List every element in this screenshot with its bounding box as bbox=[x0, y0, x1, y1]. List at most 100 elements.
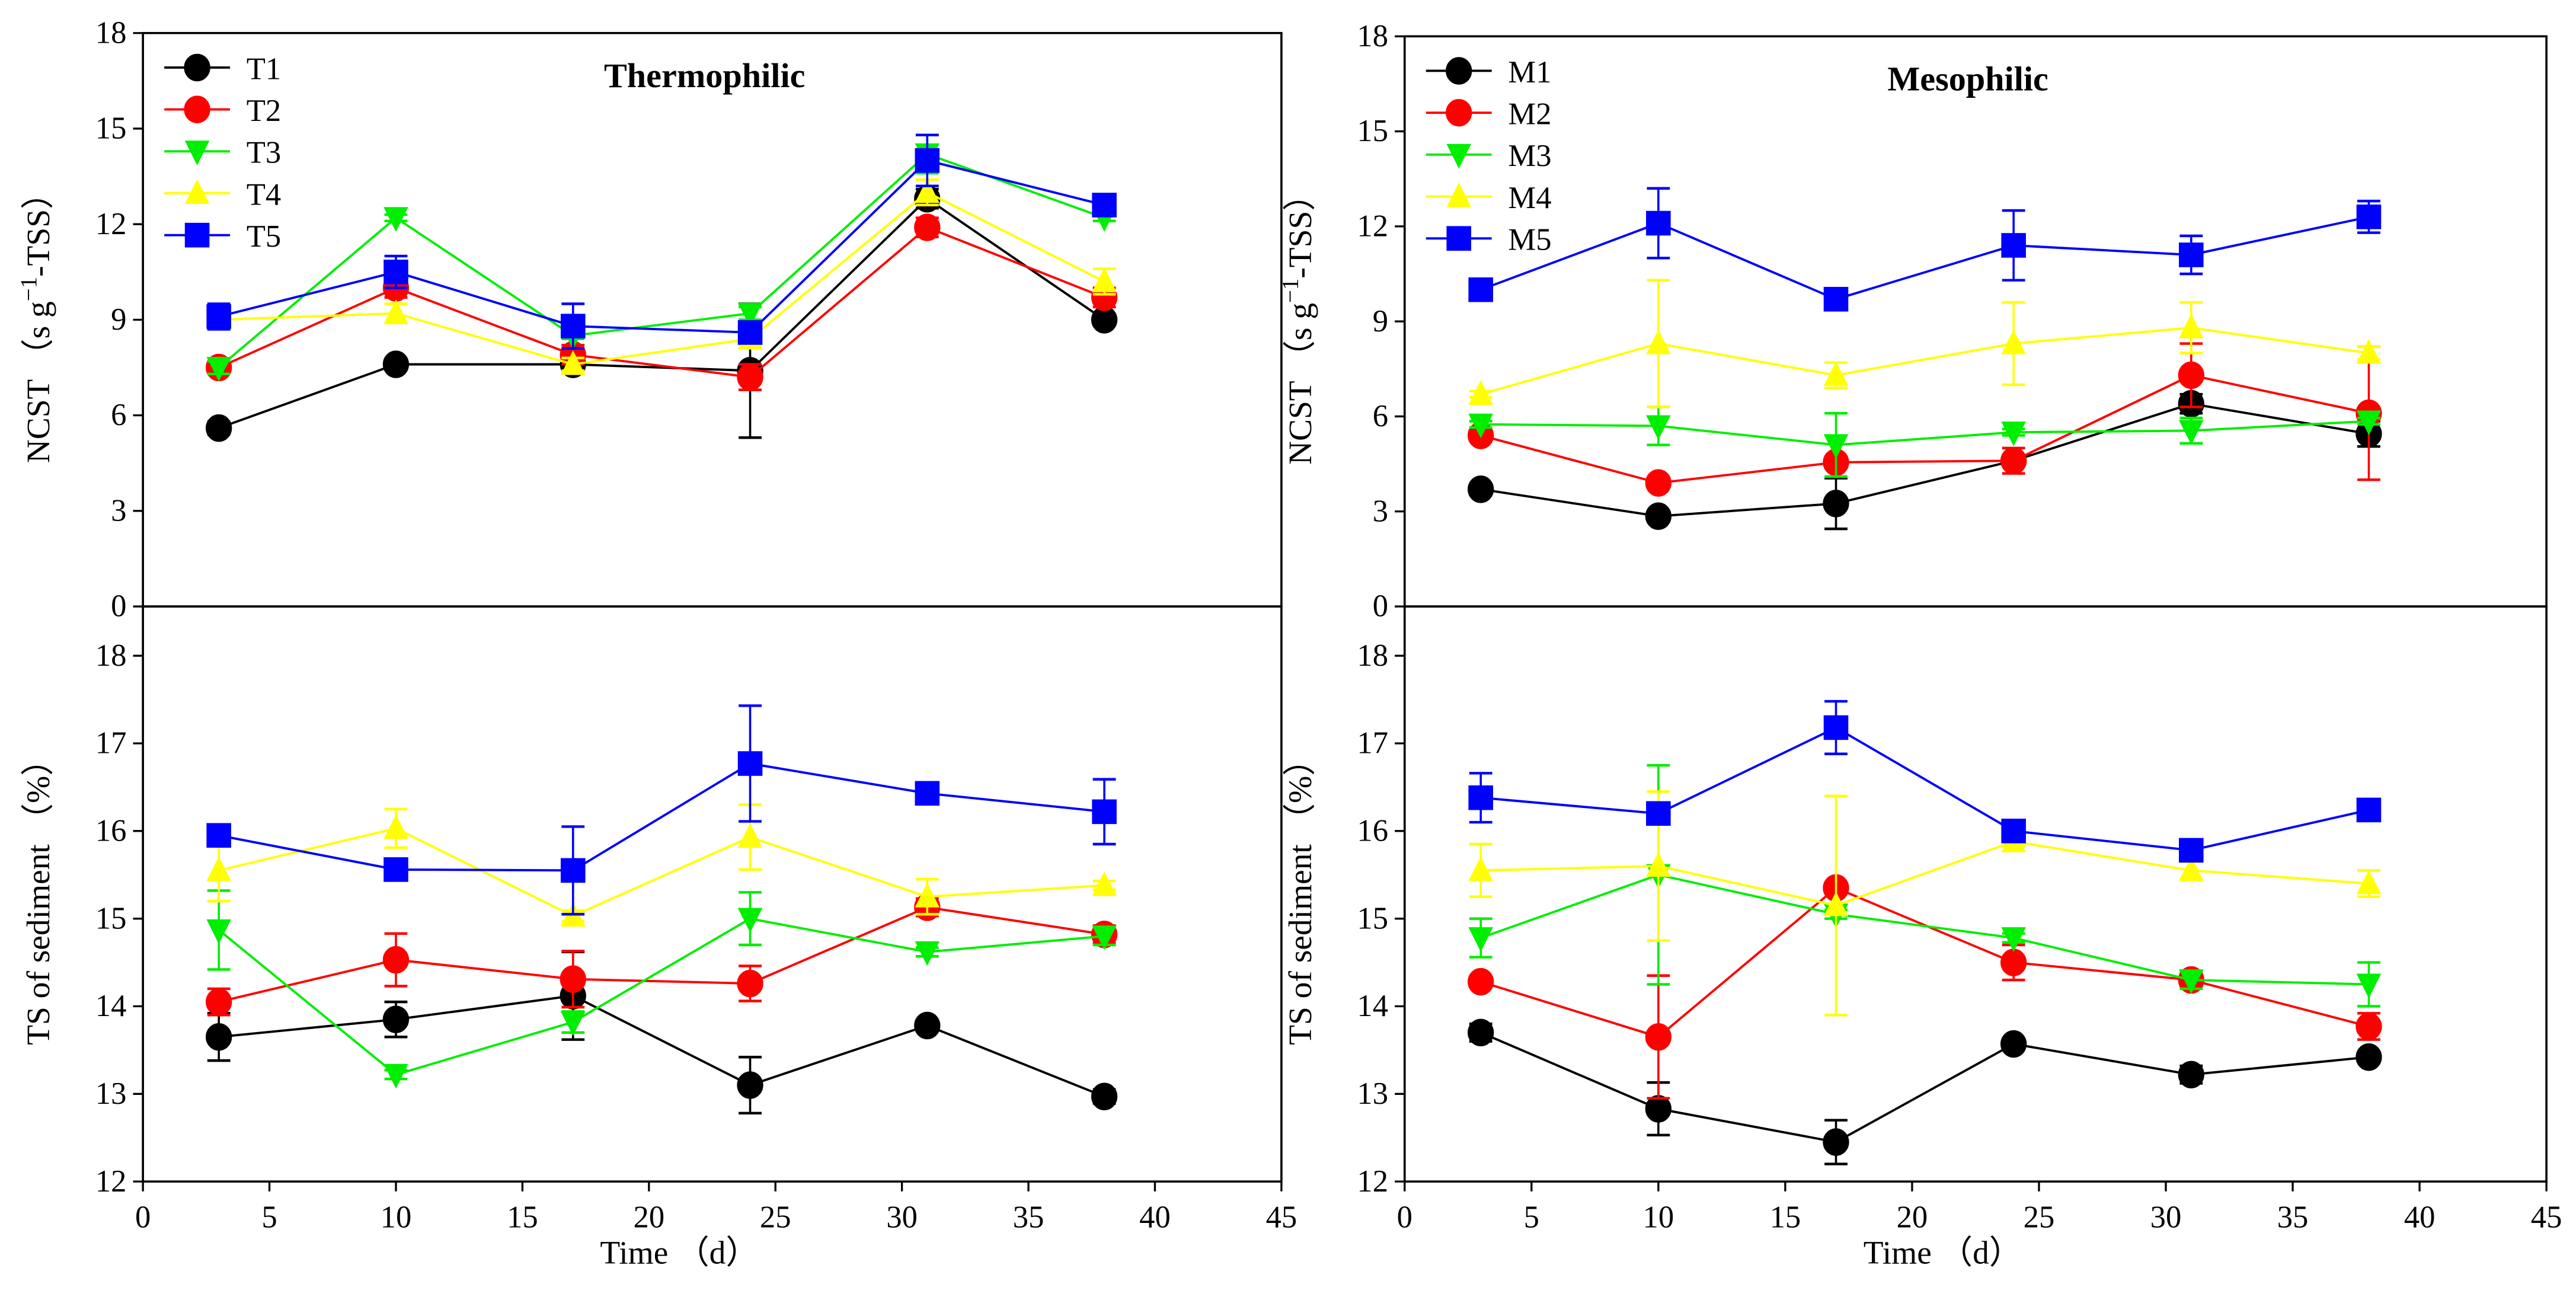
data-point bbox=[206, 414, 232, 442]
y-tick-label: 18 bbox=[1357, 638, 1388, 673]
data-point bbox=[2356, 869, 2382, 895]
y-tick-label: 13 bbox=[95, 1077, 127, 1111]
y-tick-label: 14 bbox=[1357, 989, 1388, 1023]
x-axis-label: Time （d） bbox=[1864, 1235, 2022, 1271]
data-point bbox=[2356, 1012, 2382, 1040]
data-point bbox=[1646, 330, 1671, 354]
data-point bbox=[1646, 210, 1671, 236]
plot-frame bbox=[1403, 605, 2548, 1183]
data-point bbox=[1092, 267, 1117, 292]
data-point bbox=[1092, 799, 1117, 825]
x-tick-label: 45 bbox=[1266, 1200, 1297, 1235]
data-point bbox=[2179, 314, 2204, 338]
y-axis-label: NCST （s g−1-TSS） bbox=[16, 177, 56, 464]
y-tick-label: 17 bbox=[1357, 726, 1388, 761]
data-point bbox=[1645, 502, 1672, 530]
panel-title: Thermophilic bbox=[604, 56, 805, 95]
data-point bbox=[1823, 434, 1849, 459]
series-T3 bbox=[206, 889, 1117, 1089]
panel-top-right: 0 3 6 9 12 15 18 NCST （s g−1-TSS） Mesophilic M1 M2… bbox=[1278, 19, 2548, 624]
y-tick-label: 18 bbox=[95, 15, 127, 50]
y-tick-label: 3 bbox=[111, 493, 126, 528]
y-tick-label: 15 bbox=[95, 901, 127, 935]
data-point bbox=[206, 856, 231, 881]
series-line bbox=[218, 994, 1105, 1098]
legend-item: T5 bbox=[164, 219, 281, 254]
series-line bbox=[1480, 1031, 2369, 1144]
x-tick-label: 40 bbox=[1139, 1200, 1171, 1235]
legend-label: M3 bbox=[1508, 139, 1551, 173]
data-point bbox=[560, 350, 586, 375]
data-point bbox=[2179, 242, 2204, 267]
data-point bbox=[915, 941, 940, 966]
data-point bbox=[1823, 286, 1849, 312]
data-point bbox=[1646, 852, 1671, 877]
data-point bbox=[383, 299, 408, 324]
series-T3 bbox=[206, 133, 1117, 382]
data-point bbox=[737, 908, 763, 933]
x-axis-label: Time （d） bbox=[600, 1235, 758, 1271]
series-M1 bbox=[1468, 389, 2382, 531]
y-tick-label: 12 bbox=[95, 207, 127, 241]
legend-marker bbox=[184, 95, 210, 123]
legend-label: M2 bbox=[1508, 97, 1551, 132]
data-point bbox=[2178, 361, 2204, 389]
y-tick-label: 15 bbox=[95, 111, 127, 146]
data-point bbox=[383, 259, 408, 285]
legend-item: M1 bbox=[1426, 55, 1552, 90]
data-point bbox=[1646, 801, 1671, 826]
y-tick-label: 0 bbox=[1373, 589, 1388, 624]
y-tick-label: 18 bbox=[95, 638, 127, 673]
x-tick-label: 10 bbox=[1643, 1200, 1674, 1235]
data-point bbox=[2356, 339, 2382, 364]
data-point bbox=[383, 207, 408, 232]
series-line bbox=[218, 827, 1105, 918]
series-line bbox=[218, 917, 1105, 1076]
y-label-suffix: -TSS） bbox=[20, 177, 56, 277]
data-point bbox=[560, 314, 586, 338]
x-tick-label: 35 bbox=[2277, 1200, 2309, 1235]
data-point bbox=[1823, 361, 1849, 387]
data-point bbox=[2179, 420, 2204, 445]
series-line bbox=[1481, 420, 2369, 446]
legend-marker bbox=[1446, 57, 1472, 85]
data-point bbox=[914, 213, 941, 241]
series-line bbox=[1480, 403, 2369, 518]
y-tick-label: 6 bbox=[1373, 399, 1388, 433]
legend-label: M5 bbox=[1508, 223, 1551, 257]
data-point bbox=[1645, 1023, 1672, 1051]
legend-marker bbox=[1446, 182, 1472, 207]
data-point bbox=[2000, 1030, 2027, 1058]
series-M4 bbox=[1468, 790, 2382, 1017]
data-point bbox=[737, 320, 763, 345]
data-point bbox=[206, 919, 231, 944]
panel-top-left: 0 3 6 9 12 15 18 NCST （s g−1-TSS） Thermophilic T1… bbox=[16, 15, 1283, 624]
series-T5 bbox=[206, 133, 1117, 350]
data-point bbox=[1468, 785, 1493, 810]
data-point bbox=[915, 178, 940, 203]
series-M5 bbox=[1468, 699, 2382, 863]
data-point bbox=[914, 1011, 941, 1040]
y-label-superscript: −1 bbox=[1278, 279, 1303, 303]
data-point bbox=[383, 857, 408, 882]
data-point bbox=[382, 350, 410, 378]
y-label-main: NCST （s g bbox=[20, 301, 56, 463]
data-point bbox=[737, 1071, 763, 1099]
data-point bbox=[2001, 819, 2026, 844]
data-point bbox=[383, 1063, 408, 1089]
y-axis-label: NCST （s g−1-TSS） bbox=[1278, 178, 1318, 465]
series-T1 bbox=[206, 184, 1118, 442]
data-point bbox=[1823, 1128, 1849, 1156]
series-M2 bbox=[1468, 874, 2382, 1100]
data-point bbox=[1645, 1095, 1672, 1123]
data-point bbox=[2000, 447, 2027, 475]
y-tick-label: 15 bbox=[1357, 901, 1388, 935]
legend-item: M2 bbox=[1426, 97, 1552, 132]
x-tick-label: 10 bbox=[381, 1200, 412, 1235]
y-tick-label: 12 bbox=[95, 1164, 127, 1199]
data-point bbox=[915, 781, 940, 806]
x-tick-label: 0 bbox=[1397, 1200, 1412, 1235]
x-tick-label: 15 bbox=[1770, 1200, 1801, 1235]
